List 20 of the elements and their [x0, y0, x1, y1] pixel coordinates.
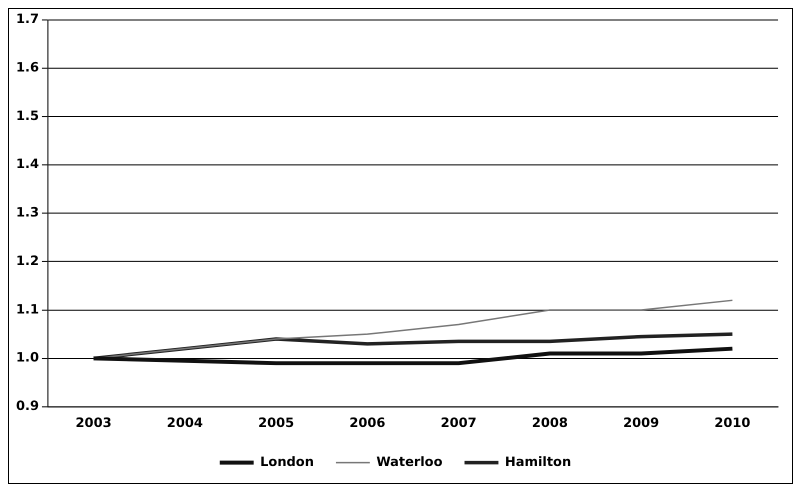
x-tick-label: 2005 [258, 416, 294, 431]
y-tick-label: 1.6 [16, 60, 39, 76]
legend-label: Waterloo [376, 454, 443, 470]
x-tick-label: 2004 [166, 416, 203, 431]
x-tick-label: 2010 [714, 416, 750, 431]
legend-label: London [260, 454, 314, 470]
y-tick-label: 0.9 [16, 399, 39, 414]
y-tick-label: 1.1 [16, 302, 39, 318]
y-tick-label: 1.0 [16, 350, 39, 366]
x-tick-label: 2003 [76, 416, 112, 431]
x-tick-label: 2009 [623, 416, 660, 431]
legend-label: Hamilton [504, 454, 572, 470]
y-tick-label: 1.4 [16, 157, 39, 172]
y-tick-label: 1.3 [16, 206, 39, 221]
y-tick-label: 1.2 [16, 254, 39, 269]
y-tick-label: 1.7 [16, 12, 39, 28]
x-tick-label: 2006 [349, 416, 386, 431]
x-tick-label: 2007 [440, 416, 477, 431]
x-tick-label: 2008 [532, 416, 568, 431]
y-tick-label: 1.5 [16, 108, 39, 124]
